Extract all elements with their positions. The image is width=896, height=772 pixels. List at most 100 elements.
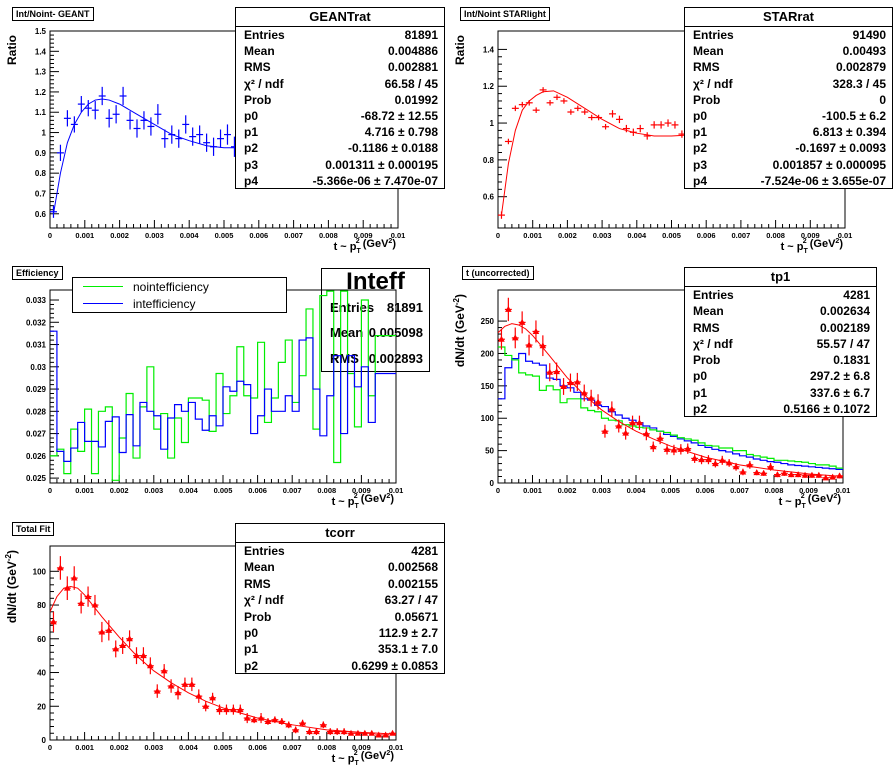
x-axis-title-mid: (GeV (360, 238, 389, 250)
stats-label: p3 (693, 157, 708, 172)
marker-star (718, 456, 726, 463)
data-point (154, 104, 162, 125)
data-point (209, 692, 217, 703)
data-point (829, 473, 837, 480)
x-tick-label: 0.009 (352, 743, 371, 752)
data-point (133, 119, 141, 138)
data-point (50, 205, 57, 218)
marker-star (801, 471, 809, 478)
x-axis-title-sup: 2 (356, 238, 360, 245)
marker-star (230, 706, 237, 713)
x-tick-label: 0.007 (284, 231, 303, 240)
stats-value: -68.72 ± 12.55 (360, 108, 438, 123)
x-tick-label: 0 (48, 743, 52, 752)
marker-star (250, 716, 258, 723)
data-point (684, 443, 692, 454)
marker-star (629, 419, 636, 426)
x-tick-label: 0.005 (215, 231, 234, 240)
marker-star (195, 692, 203, 699)
x-axis-title-end: ) (392, 238, 396, 250)
data-point (196, 125, 204, 144)
marker-star (505, 305, 512, 312)
data-point (77, 593, 85, 614)
stats-box-starrat: STARrat Entries 91490 Mean 0.00493 RMS 0.00287… (684, 7, 893, 189)
data-point (560, 98, 568, 104)
data-point (264, 717, 272, 725)
x-tick-label: 0.004 (179, 743, 199, 752)
data-point (780, 469, 788, 476)
pad-title: Efficiency (12, 266, 63, 280)
marker-star (518, 318, 526, 325)
marker-star (684, 445, 692, 452)
marker-star (98, 628, 106, 635)
x-tick-label: 0.005 (214, 743, 233, 752)
plot-area (50, 86, 242, 218)
data-point (560, 378, 567, 395)
x-axis-title-sup2: 2 (386, 493, 390, 500)
data-point (361, 729, 369, 736)
x-tick-label: 0.001 (75, 486, 94, 495)
data-point (567, 373, 574, 392)
marker-star (147, 662, 154, 669)
stats-label: p1 (693, 125, 708, 140)
marker-star (525, 341, 533, 348)
stats-label: Mean (244, 44, 275, 59)
marker-star (829, 473, 836, 480)
marker-star (774, 471, 781, 478)
stats-label: p1 (693, 385, 708, 400)
y-axis-title-text: Ratio (5, 35, 19, 65)
stats-label: χ² / ndf (693, 336, 733, 351)
stats-value: 0.002155 (387, 576, 438, 591)
hist-intefficiency (50, 330, 396, 463)
data-point (622, 124, 630, 133)
x-tick-label: 0.01 (389, 486, 404, 495)
stats-row: p2 -0.1186 ± 0.0188 (236, 140, 444, 156)
x-axis-title-sup: 2 (354, 493, 358, 500)
x-tick-label: 0 (496, 231, 500, 240)
x-tick-label: 0.008 (317, 743, 336, 752)
x-axis-title-end: ) (390, 493, 394, 505)
pad-title: t (uncorrected) (462, 266, 534, 280)
data-point (546, 100, 554, 106)
y-tick-label: 1.4 (483, 45, 495, 54)
x-tick-label: 0.006 (697, 231, 716, 240)
data-point (50, 611, 57, 633)
data-point (670, 444, 678, 456)
data-point (664, 119, 672, 127)
x-tick-label: 0.006 (696, 486, 715, 495)
data-point (271, 716, 279, 724)
data-point (573, 372, 581, 392)
data-point (340, 728, 348, 735)
marker-star (601, 427, 609, 434)
y-tick-label: 250 (481, 317, 495, 326)
marker-star (781, 469, 788, 476)
x-tick-label: 0.003 (592, 486, 611, 495)
stats-row: RMS 0.002879 (685, 59, 892, 75)
marker-star (498, 335, 505, 342)
plot-area (50, 290, 396, 481)
stats-value: 4281 (843, 288, 870, 302)
x-axis-title-sub: T (357, 248, 362, 255)
x-axis-title-sup2: 2 (386, 750, 390, 757)
y-axis-title: Ratio (453, 35, 467, 65)
marker-star (622, 429, 629, 436)
x-axis-title-mid: (GeV (807, 238, 836, 250)
data-point (189, 127, 197, 146)
data-point (56, 144, 64, 161)
data-point (553, 362, 561, 381)
data-point (746, 460, 754, 469)
y-axis-title-sup: -2 (452, 297, 461, 305)
data-point (677, 444, 685, 455)
x-axis-title-pre: t ~ p (334, 241, 357, 253)
stats-row: χ² / ndf 66.58 / 45 (236, 76, 444, 92)
marker-star (333, 728, 341, 735)
x-axis-title-mid: (GeV (358, 493, 387, 505)
y-tick-label: 0.033 (26, 296, 47, 305)
stats-box-title: GEANTrat (236, 8, 444, 27)
stats-value: -100.5 ± 6.2 (822, 108, 886, 123)
x-axis-title-pre: t ~ p (332, 753, 355, 765)
marker-star (167, 682, 175, 689)
data-point (292, 726, 300, 734)
data-point (188, 677, 196, 692)
data-point (126, 111, 134, 130)
